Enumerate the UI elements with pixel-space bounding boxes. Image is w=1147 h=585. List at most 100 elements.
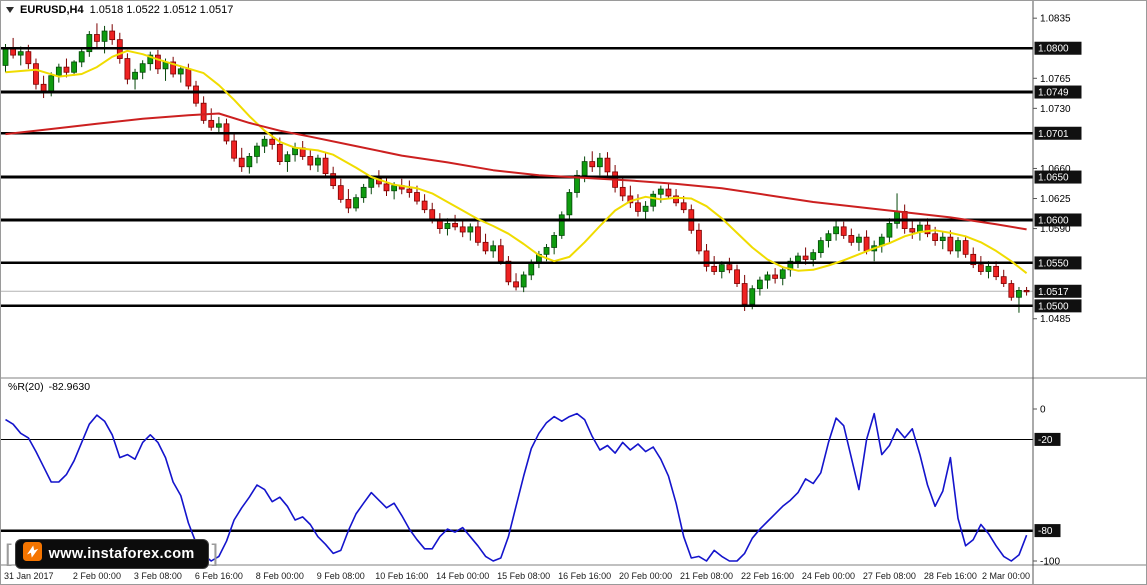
candle-body [490,245,497,252]
candle-body [63,66,70,73]
candle-body [269,138,276,145]
candle-body [452,223,458,228]
candle-body [977,264,984,272]
candle-body [734,269,740,284]
candle-body [657,188,664,195]
indicator-level-label: -80 [1038,526,1053,537]
candle-body [193,85,199,104]
candle-body [955,240,961,252]
candle-body [673,195,679,204]
time-axis-label: 2 Mar 00:00 [982,571,1030,581]
candle-body [711,265,718,272]
indicator-level-label: -20 [1038,435,1053,446]
candle-body [932,233,939,241]
candle-body [604,157,611,173]
candle-body [505,260,512,283]
time-axis-label: 27 Feb 08:00 [863,571,916,581]
price-label-box [1034,41,1082,55]
main-chart-panel[interactable] [1,23,1033,313]
time-axis-label: 10 Feb 16:00 [375,571,428,581]
candle-body [741,283,748,305]
candle-body [840,226,847,236]
candle-body [764,274,771,281]
candle-body [619,186,626,197]
instaforex-logo: www.instaforex.com [14,539,209,569]
candle-body [2,47,9,66]
indicator-value: -82.9630 [48,381,91,393]
indicator-label-box [1034,524,1061,538]
candle-body [962,240,969,255]
indicator-label: %R(20) -82.9630 [8,381,90,393]
candle-body [368,178,375,188]
price-axis-label: 1.0485 [1040,314,1071,325]
candle-body [650,193,657,207]
candle-body [779,269,786,279]
candle-body [665,188,672,197]
candle-body [231,140,238,159]
candle-body [856,236,862,243]
time-axis-label: 8 Feb 00:00 [256,571,304,581]
candle-body [909,228,916,233]
candle-body [680,202,687,211]
candle-body [985,265,992,272]
candle-body [642,205,649,212]
candle-body [795,255,801,262]
candle-body [581,161,588,176]
candle-body [55,66,62,77]
price-label-box [1034,299,1082,313]
candle-body [574,174,580,193]
candle-body [124,58,131,80]
time-axis-label: 22 Feb 16:00 [741,571,794,581]
percent-r-line [5,412,1028,562]
candle-body [947,236,954,252]
candle-body [147,54,154,65]
time-axis-label: 20 Feb 00:00 [619,571,672,581]
candle-body [17,51,24,56]
candle-body [94,34,100,42]
candle-body [101,30,108,42]
instaforex-watermark: [ www.instaforex.com ] [5,539,218,569]
candle-body [71,61,77,73]
candle-body [1000,276,1007,284]
candle-body [894,210,900,224]
candle-body [726,264,733,271]
chart-symbol-icon [6,7,14,13]
ohlc-display: 1.0518 1.0522 1.0512 1.0517 [89,4,234,16]
price-label-box [1034,284,1082,298]
indicator-panel[interactable] [1,412,1033,562]
price-axis-label: 1.0730 [1040,104,1071,115]
candle-body [414,192,420,202]
candle-body [261,138,268,147]
time-axis-label: 21 Feb 08:00 [680,571,733,581]
candle-body [475,226,481,243]
instaforex-logo-icon [22,542,42,566]
candle-body [543,247,550,255]
candle-body [482,241,489,252]
candle-body [139,63,146,73]
price-label-box [1034,170,1082,184]
indicator-axis-label: -100 [1040,557,1060,568]
candle-body [200,102,207,121]
candle-body [246,156,253,168]
candle-body [284,154,291,162]
candle-body [345,198,352,209]
price-label-box [1034,126,1082,140]
candle-body [383,183,390,192]
candle-body [551,235,558,248]
candle-body [109,30,116,41]
candle-body [25,51,32,65]
candle-body [337,185,344,200]
time-axis-label: 24 Feb 00:00 [802,571,855,581]
candle-body [749,288,756,305]
time-axis-label: 28 Feb 16:00 [924,571,977,581]
candle-body [939,236,946,241]
candle-body [360,186,367,199]
candle-body [185,68,192,87]
price-level-label: 1.0701 [1038,129,1069,140]
time-axis-label: 15 Feb 08:00 [497,571,550,581]
candle-body [696,229,702,252]
candle-body [924,224,931,235]
price-axis-label: 1.0835 [1040,14,1071,25]
